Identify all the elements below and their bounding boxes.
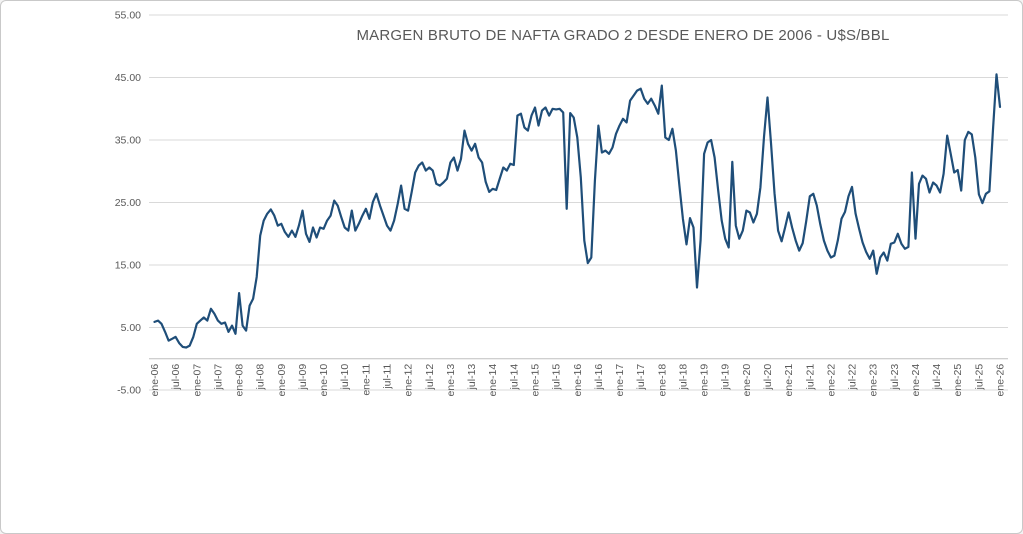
x-axis-tick-label: ene-21 [783,364,795,397]
x-axis-tick-label: jul-08 [255,364,267,391]
x-axis-tick-label: jul-17 [635,364,647,391]
x-axis-tick-label: ene-11 [360,364,372,396]
x-axis-tick-label: jul-19 [720,364,732,391]
x-axis-tick-label: jul-25 [973,364,985,391]
x-axis-tick-label: ene-25 [952,364,964,397]
x-axis-tick-label: jul-22 [847,364,859,391]
series-line [153,73,1002,349]
x-axis-tick-label: ene-15 [529,364,541,397]
x-axis-tick-label: jul-16 [593,364,605,391]
x-axis-tick-label: ene-22 [825,364,837,397]
x-axis-tick-label: ene-06 [149,364,161,397]
x-axis-tick-label: jul-07 [212,364,224,391]
x-axis-tick-label: ene-08 [234,364,246,397]
x-axis-tick-label: ene-23 [868,364,880,397]
x-axis-tick-label: ene-14 [487,364,499,397]
x-axis-tick-label: ene-26 [995,364,1007,397]
x-axis-tick-label: ene-20 [741,364,753,397]
x-axis-tick-label: jul-14 [508,364,520,391]
x-axis-tick-label: ene-18 [656,364,668,397]
x-axis-tick-label: jul-21 [804,364,816,391]
x-axis-tick-label: jul-12 [424,364,436,391]
x-axis-tick-label: jul-20 [762,364,774,391]
x-axis-tick-label: jul-13 [466,364,478,391]
x-axis-tick-label: ene-17 [614,364,626,397]
x-axis-tick-label: jul-09 [297,364,309,391]
x-axis-tick-label: ene-12 [403,364,415,397]
x-axis-tick-label: jul-10 [339,364,351,391]
x-axis-tick-label: ene-24 [910,364,922,397]
x-axis-tick-label: jul-24 [931,364,943,391]
x-axis-tick-label: jul-18 [677,364,689,391]
x-axis-tick-label: ene-13 [445,364,457,397]
x-axis-tick-label: ene-09 [276,364,288,397]
y-axis-tick-label: 55.00 [115,10,141,22]
x-axis-tick-label: jul-23 [889,364,901,391]
y-axis-tick-label: 35.00 [115,135,141,147]
chart-title: MARGEN BRUTO DE NAFTA GRADO 2 DESDE ENER… [356,27,890,44]
x-axis-tick-label: ene-07 [191,364,203,397]
y-axis-tick-label: 45.00 [115,72,141,84]
x-axis-tick-label: ene-19 [699,364,711,397]
x-axis-tick-label: jul-11 [382,364,394,390]
x-axis-tick-label: jul-15 [551,364,563,391]
y-axis-tick-label: -5.00 [117,385,141,397]
x-axis-tick-label: ene-16 [572,364,584,397]
y-axis-tick-label: 15.00 [115,260,141,272]
y-axis-tick-label: 25.00 [115,197,141,209]
y-axis-tick-label: 5.00 [121,322,142,334]
x-axis-tick-label: ene-10 [318,364,330,397]
x-axis-tick-label: jul-06 [170,364,182,391]
